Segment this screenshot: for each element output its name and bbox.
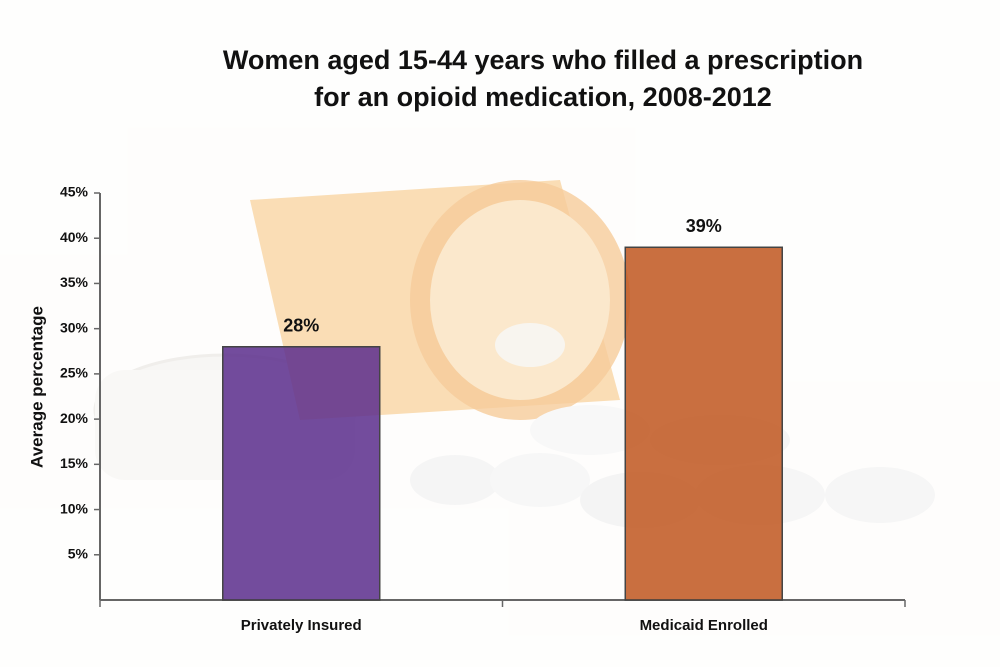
- y-tick-label: 45%: [60, 184, 89, 200]
- y-tick-label: 10%: [60, 500, 89, 516]
- y-tick-label: 40%: [60, 229, 89, 245]
- y-tick-label: 30%: [60, 319, 89, 335]
- chart-title: for an opioid medication, 2008-2012: [314, 82, 772, 112]
- value-label: 39%: [686, 216, 722, 236]
- y-axis-label: Average percentage: [27, 306, 46, 468]
- x-tick-label: Privately Insured: [241, 617, 362, 634]
- bar: [624, 246, 783, 601]
- y-tick-label: 35%: [60, 274, 89, 290]
- y-tick-label: 15%: [60, 455, 89, 471]
- chart-title: Women aged 15-44 years who filled a pres…: [223, 45, 863, 75]
- value-label: 28%: [283, 316, 319, 336]
- y-tick-label: 20%: [60, 410, 89, 426]
- x-tick-label: Medicaid Enrolled: [640, 617, 768, 634]
- y-tick-label: 5%: [68, 545, 89, 561]
- bar: [222, 346, 381, 601]
- y-tick-label: 25%: [60, 365, 89, 381]
